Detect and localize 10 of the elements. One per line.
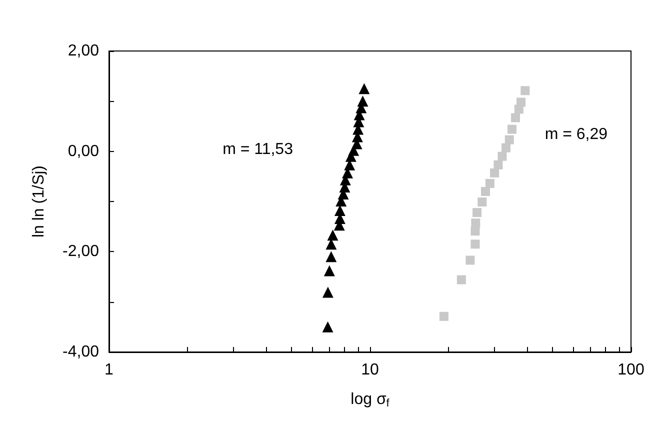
x-tick-label: 10 <box>361 362 379 378</box>
annotation: m = 6,29 <box>544 126 608 143</box>
x-tick-label: 100 <box>618 362 644 378</box>
x-tick-label: 1 <box>104 362 114 378</box>
y-axis-title: ln ln (1/Sj) <box>30 165 48 238</box>
y-tick-label: -2,00 <box>62 243 100 260</box>
y-tick-label: 0,00 <box>68 142 100 160</box>
y-tick-label: -4,00 <box>62 344 100 360</box>
y-tick-label: 2,00 <box>68 42 100 60</box>
annotation: m = 11,53 <box>222 140 294 158</box>
